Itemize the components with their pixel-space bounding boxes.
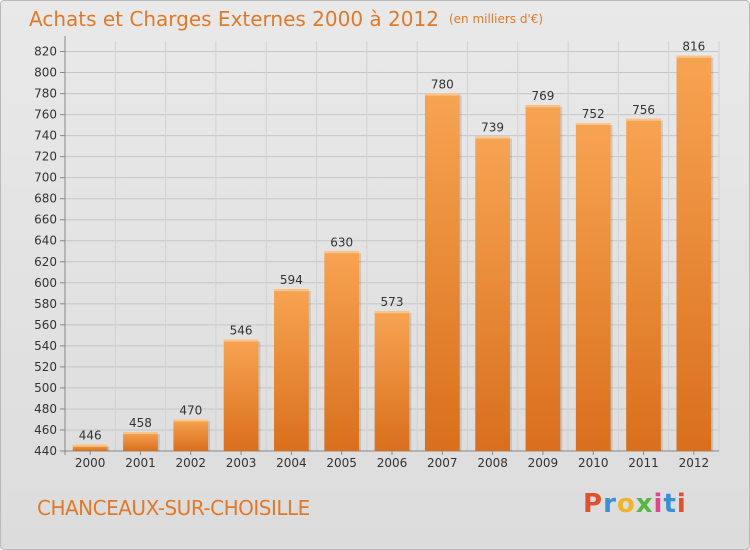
- data-label: 546: [230, 324, 253, 338]
- bar: [374, 311, 410, 451]
- y-tick-label: 820: [34, 45, 57, 59]
- bar: [575, 123, 611, 451]
- y-tick-label: 600: [34, 276, 57, 290]
- y-tick-label: 760: [34, 108, 57, 122]
- bar-highlight: [123, 432, 158, 435]
- logo-letter: i: [676, 489, 687, 519]
- x-tick-label: 2003: [226, 456, 257, 470]
- x-tick-label: 2009: [528, 456, 559, 470]
- bar: [676, 55, 712, 451]
- chart-title-text: Achats et Charges Externes 2000 à 2012: [29, 7, 439, 31]
- bar: [274, 289, 309, 451]
- data-label: 470: [179, 403, 202, 417]
- logo-letter: r: [603, 489, 617, 519]
- y-tick-label: 560: [34, 318, 57, 332]
- bar: [324, 251, 360, 451]
- bar: [223, 339, 259, 451]
- bar-highlight: [173, 419, 209, 422]
- bar-highlight: [72, 444, 108, 447]
- bar-highlight: [575, 123, 611, 125]
- logo-letter: x: [635, 489, 654, 519]
- logo-letter: t: [663, 489, 677, 519]
- x-tick-label: 2006: [377, 456, 408, 470]
- y-tick-label: 700: [34, 171, 57, 185]
- y-tick-label: 620: [34, 255, 57, 269]
- x-tick-label: 2002: [175, 456, 206, 470]
- bar-highlight: [626, 118, 661, 121]
- y-tick-label: 800: [34, 66, 57, 80]
- x-tick-label: 2005: [326, 456, 357, 470]
- data-label: 769: [531, 89, 554, 103]
- x-tick-label: 2000: [75, 456, 106, 470]
- x-tick-label: 2007: [427, 456, 458, 470]
- data-label: 752: [582, 107, 605, 121]
- x-tick-label: 2010: [578, 456, 609, 470]
- data-label: 630: [330, 235, 353, 249]
- bar: [626, 118, 661, 452]
- data-label: 739: [481, 121, 504, 135]
- logo-letter: P: [583, 489, 604, 519]
- bar: [424, 93, 460, 452]
- y-tick-label: 740: [34, 129, 57, 143]
- data-label: 594: [280, 273, 303, 287]
- x-tick-label: 2001: [125, 456, 156, 470]
- y-tick-label: 500: [34, 381, 57, 395]
- y-tick-label: 540: [34, 339, 57, 353]
- bar: [475, 136, 510, 451]
- y-tick-label: 520: [34, 360, 57, 374]
- bar-highlight: [475, 136, 510, 139]
- y-tick-label: 640: [34, 234, 57, 248]
- data-labels: 446 458 470 546 594 630 573 780 739 769 752 756 816: [79, 40, 706, 443]
- bar-highlight: [424, 93, 460, 96]
- y-tick-label: 460: [34, 423, 57, 437]
- bar-highlight: [223, 339, 259, 342]
- bar: [123, 432, 158, 451]
- y-tick-label: 680: [34, 192, 57, 206]
- logo-letter: o: [616, 489, 636, 519]
- data-label: 756: [632, 103, 655, 117]
- bar: [525, 105, 561, 451]
- x-tick-label: 2012: [679, 456, 710, 470]
- chart-title: Achats et Charges Externes 2000 à 2012 (e…: [29, 7, 543, 31]
- proxiti-logo[interactable]: Proxiti: [583, 489, 687, 519]
- data-label: 816: [682, 40, 705, 54]
- y-tick-label: 440: [34, 444, 57, 458]
- x-tick-label: 2004: [276, 456, 307, 470]
- bar: [173, 419, 209, 451]
- logo-letter: i: [653, 489, 664, 519]
- y-tick-label: 580: [34, 297, 57, 311]
- bars: [72, 55, 714, 452]
- y-tick-label: 720: [34, 150, 57, 164]
- x-tick-label: 2008: [477, 456, 508, 470]
- chart-unit: (en milliers d'€): [448, 12, 544, 26]
- y-tick-label: 780: [34, 87, 57, 101]
- data-label: 446: [79, 429, 102, 443]
- x-tick-label: 2011: [628, 456, 659, 470]
- data-label: 458: [129, 416, 152, 430]
- y-tick-label: 660: [34, 213, 57, 227]
- bar-highlight: [374, 311, 410, 314]
- data-label: 573: [381, 295, 404, 309]
- bar-highlight: [274, 289, 309, 292]
- commune-name: CHANCEAUX-SUR-CHOISILLE: [37, 496, 310, 520]
- bar-highlight: [324, 251, 360, 254]
- bar-highlight: [525, 105, 561, 108]
- bar-highlight: [676, 55, 712, 58]
- data-label: 780: [431, 78, 454, 92]
- bar: [72, 444, 108, 451]
- y-tick-label: 480: [34, 402, 57, 416]
